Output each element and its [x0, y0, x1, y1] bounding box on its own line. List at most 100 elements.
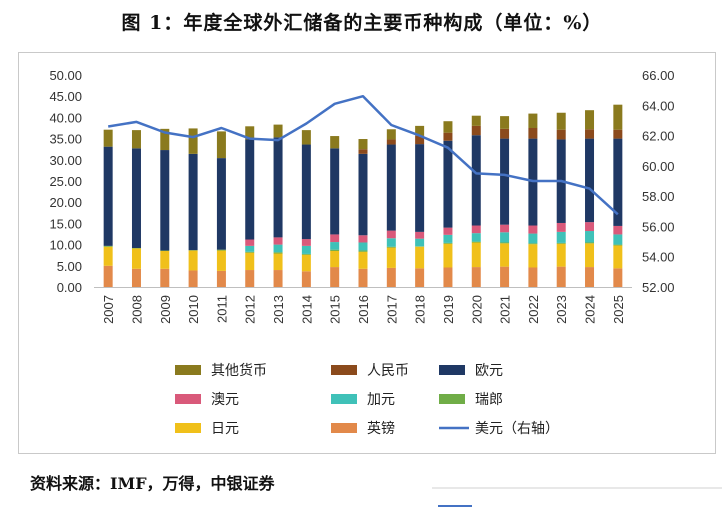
bar-segment — [585, 231, 595, 243]
bar-segment — [556, 112, 566, 130]
bar-segment — [245, 252, 255, 271]
bar-segment — [301, 239, 311, 246]
bar-segment — [443, 140, 453, 228]
bar-segment — [131, 130, 141, 149]
legend-swatch — [175, 365, 201, 375]
bar-segment — [528, 113, 538, 128]
bar-segment — [160, 150, 170, 251]
bar-segment — [245, 245, 255, 252]
x-axis-tick-label: 2011 — [214, 295, 229, 323]
bar-segment — [471, 125, 481, 136]
x-axis-tick-label: 2017 — [384, 295, 399, 324]
legend-label: 加元 — [367, 392, 395, 408]
bar-segment — [358, 250, 368, 252]
legend-label: 英镑 — [367, 420, 395, 437]
bar-segment — [500, 243, 510, 267]
bar-segment — [613, 104, 623, 130]
bar-segment — [443, 227, 453, 235]
right-axis-tick-label: 64.00 — [642, 98, 675, 113]
x-axis-tick-label: 2022 — [526, 295, 541, 324]
bar-segment — [330, 234, 340, 243]
bar-segment — [556, 243, 566, 267]
bar-segment — [585, 267, 595, 287]
bar-segment — [273, 252, 283, 254]
usd-line — [107, 94, 619, 216]
bar-segment — [330, 242, 340, 250]
bar-segment — [443, 243, 453, 268]
left-axis-tick-label: 0.00 — [57, 280, 82, 295]
bar-segment — [386, 246, 396, 248]
bar-segment — [613, 268, 623, 287]
bar-segment — [386, 144, 396, 231]
x-axis-tick-label: 2012 — [243, 295, 258, 324]
bar-segment — [103, 146, 113, 246]
legend-label: 瑞郎 — [475, 392, 503, 408]
legend-swatch — [175, 394, 201, 404]
bar-segment — [330, 267, 340, 287]
bar-segment — [471, 241, 481, 243]
bar-segment — [500, 128, 510, 139]
bar-segment — [556, 129, 566, 140]
bar-segment — [500, 116, 510, 129]
bar-segment — [528, 225, 538, 234]
bar-segment — [443, 121, 453, 133]
left-axis-tick-label: 25.00 — [49, 174, 82, 189]
bar-segment — [528, 128, 538, 139]
bar-segment — [386, 267, 396, 287]
x-axis-tick-label: 2025 — [611, 295, 626, 324]
bar-segment — [500, 266, 510, 287]
bar-segment — [443, 132, 453, 141]
bar-segment — [443, 234, 453, 243]
bar-segment — [103, 265, 113, 287]
bar-segment — [386, 238, 396, 247]
bar-segment — [415, 144, 425, 232]
right-axis-tick-label: 54.00 — [642, 250, 675, 265]
bar-segment — [273, 137, 283, 238]
x-axis-tick-label: 2010 — [186, 295, 201, 324]
bar-segment — [216, 270, 226, 287]
bar-segment — [301, 253, 311, 255]
right-axis-tick-label: 58.00 — [642, 189, 675, 204]
bar-segment — [245, 270, 255, 287]
x-axis-tick-label: 2013 — [271, 295, 286, 324]
source-note: 资料来源：IMF，万得，中银证券 — [30, 474, 275, 493]
bar-segment — [556, 266, 566, 287]
chart-frame — [18, 52, 716, 454]
bar-segment — [386, 129, 396, 140]
legend-label: 欧元 — [475, 363, 503, 379]
bar-segment — [585, 222, 595, 232]
bar-segment — [528, 233, 538, 244]
bar-segment — [556, 242, 566, 244]
bar-segment — [471, 115, 481, 126]
legend-swatch — [175, 423, 201, 433]
left-axis-tick-label: 30.00 — [49, 153, 82, 168]
bar-segment — [188, 270, 198, 287]
bar-segment — [613, 234, 623, 245]
bar-segment — [131, 148, 141, 248]
bar-segment — [613, 244, 623, 246]
left-axis-tick-label: 5.00 — [57, 259, 82, 274]
bar-segment — [585, 243, 595, 268]
x-axis-tick-label: 2014 — [299, 295, 314, 324]
bar-segment — [103, 245, 113, 247]
bar-segment — [471, 233, 481, 242]
bar-segment — [160, 250, 170, 269]
bar-segment — [273, 253, 283, 271]
x-axis-tick-label: 2020 — [469, 295, 484, 324]
bar-segment — [216, 131, 226, 159]
left-axis-tick-label: 20.00 — [49, 195, 82, 210]
bar-segment — [528, 244, 538, 268]
left-axis-tick-label: 35.00 — [49, 132, 82, 147]
bar-segment — [301, 245, 311, 254]
bar-segment — [216, 250, 226, 271]
bar-segment — [103, 246, 113, 266]
bar-segment — [613, 129, 623, 139]
legend-swatch — [331, 394, 357, 404]
bar-segment — [358, 149, 368, 154]
bar-segment — [500, 232, 510, 243]
left-axis-tick-label: 15.00 — [49, 216, 82, 231]
legend-label: 澳元 — [211, 392, 239, 408]
bar-segment — [415, 231, 425, 239]
bar-segment — [613, 138, 623, 226]
x-axis-tick-label: 2007 — [101, 295, 116, 324]
